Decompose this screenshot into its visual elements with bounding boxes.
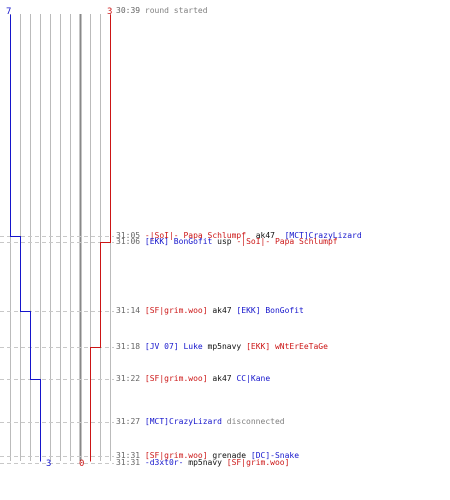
event-row: 31:05 -|SoI|- Papa Schlumpf ak47 [MCT]Cr…: [116, 231, 362, 241]
weapon-name: ak47: [207, 306, 237, 315]
weapon-name: mp5navy: [183, 458, 227, 467]
weapon-name: ak47: [246, 231, 285, 240]
event-time: 31:14: [116, 306, 145, 315]
weapon-name: usp: [212, 237, 237, 246]
player-name: [EKK] wNtErEeTaGe: [246, 342, 328, 351]
event-time: 31:22: [116, 374, 145, 383]
event-time: 31:06: [116, 237, 145, 246]
system-message: round started: [144, 6, 208, 15]
event-time: 31:27: [116, 417, 145, 426]
player-name: [EKK] BonGofit: [236, 306, 304, 315]
player-name: [MCT]CrazyLizard: [144, 417, 222, 426]
player-name: [SF|grim.woo]: [226, 458, 290, 467]
event-time: 31:05: [116, 231, 145, 240]
event-row: 31:31 [SF|grim.woo] grenade [DC]-Snake: [116, 451, 299, 461]
player-name: CC|Kane: [236, 374, 271, 383]
blue-end-count: 3: [46, 459, 52, 469]
event-row: 30:39 round started: [116, 6, 208, 16]
event-time: 31:18: [116, 342, 145, 351]
player-name: [EKK] BonGofit: [144, 237, 213, 246]
red-team-count-line: [90, 14, 111, 462]
event-row: 31:31 -d3xt0r- mp5navy [SF|grim.woo]: [116, 458, 289, 468]
player-name: [DC]-Snake: [250, 451, 300, 460]
event-time: 31:31: [116, 458, 145, 467]
player-name: -d3xt0r-: [144, 458, 184, 467]
weapon-name: mp5navy: [202, 342, 247, 351]
event-row: 31:14 [SF|grim.woo] ak47 [EKK] BonGofit: [116, 306, 304, 316]
blue-start-count: 7: [6, 7, 12, 17]
event-time: 31:31: [116, 451, 145, 460]
blue-team-count-line: [10, 14, 41, 462]
red-end-count: 0: [79, 459, 85, 469]
player-name: [SF|grim.woo]: [144, 374, 208, 383]
weapon-name: ak47: [207, 374, 237, 383]
player-name: [SF|grim.woo]: [144, 451, 208, 460]
event-row: 31:22 [SF|grim.woo] ak47 CC|Kane: [116, 374, 270, 384]
player-name: [MCT]CrazyLizard: [284, 231, 362, 240]
grid-lines: [10, 14, 111, 461]
event-row: 31:06 [EKK] BonGofit usp -|SoI|- Papa Sc…: [116, 237, 338, 247]
event-time: 30:39: [116, 6, 145, 15]
player-name: [SF|grim.woo]: [144, 306, 208, 315]
event-row: 31:18 [JV 07] Luke mp5navy [EKK] wNtErEe…: [116, 342, 328, 352]
weapon-name: grenade: [207, 451, 251, 460]
player-name: [JV 07] Luke: [144, 342, 203, 351]
player-name: -|SoI|- Papa Schlumpf: [236, 237, 338, 246]
event-guide-lines: [0, 236, 114, 464]
event-row: 31:27 [MCT]CrazyLizard disconnected: [116, 417, 285, 427]
red-start-count: 3: [107, 7, 113, 17]
system-message: disconnected: [221, 417, 285, 426]
player-name: -|SoI|- Papa Schlumpf: [144, 231, 247, 240]
